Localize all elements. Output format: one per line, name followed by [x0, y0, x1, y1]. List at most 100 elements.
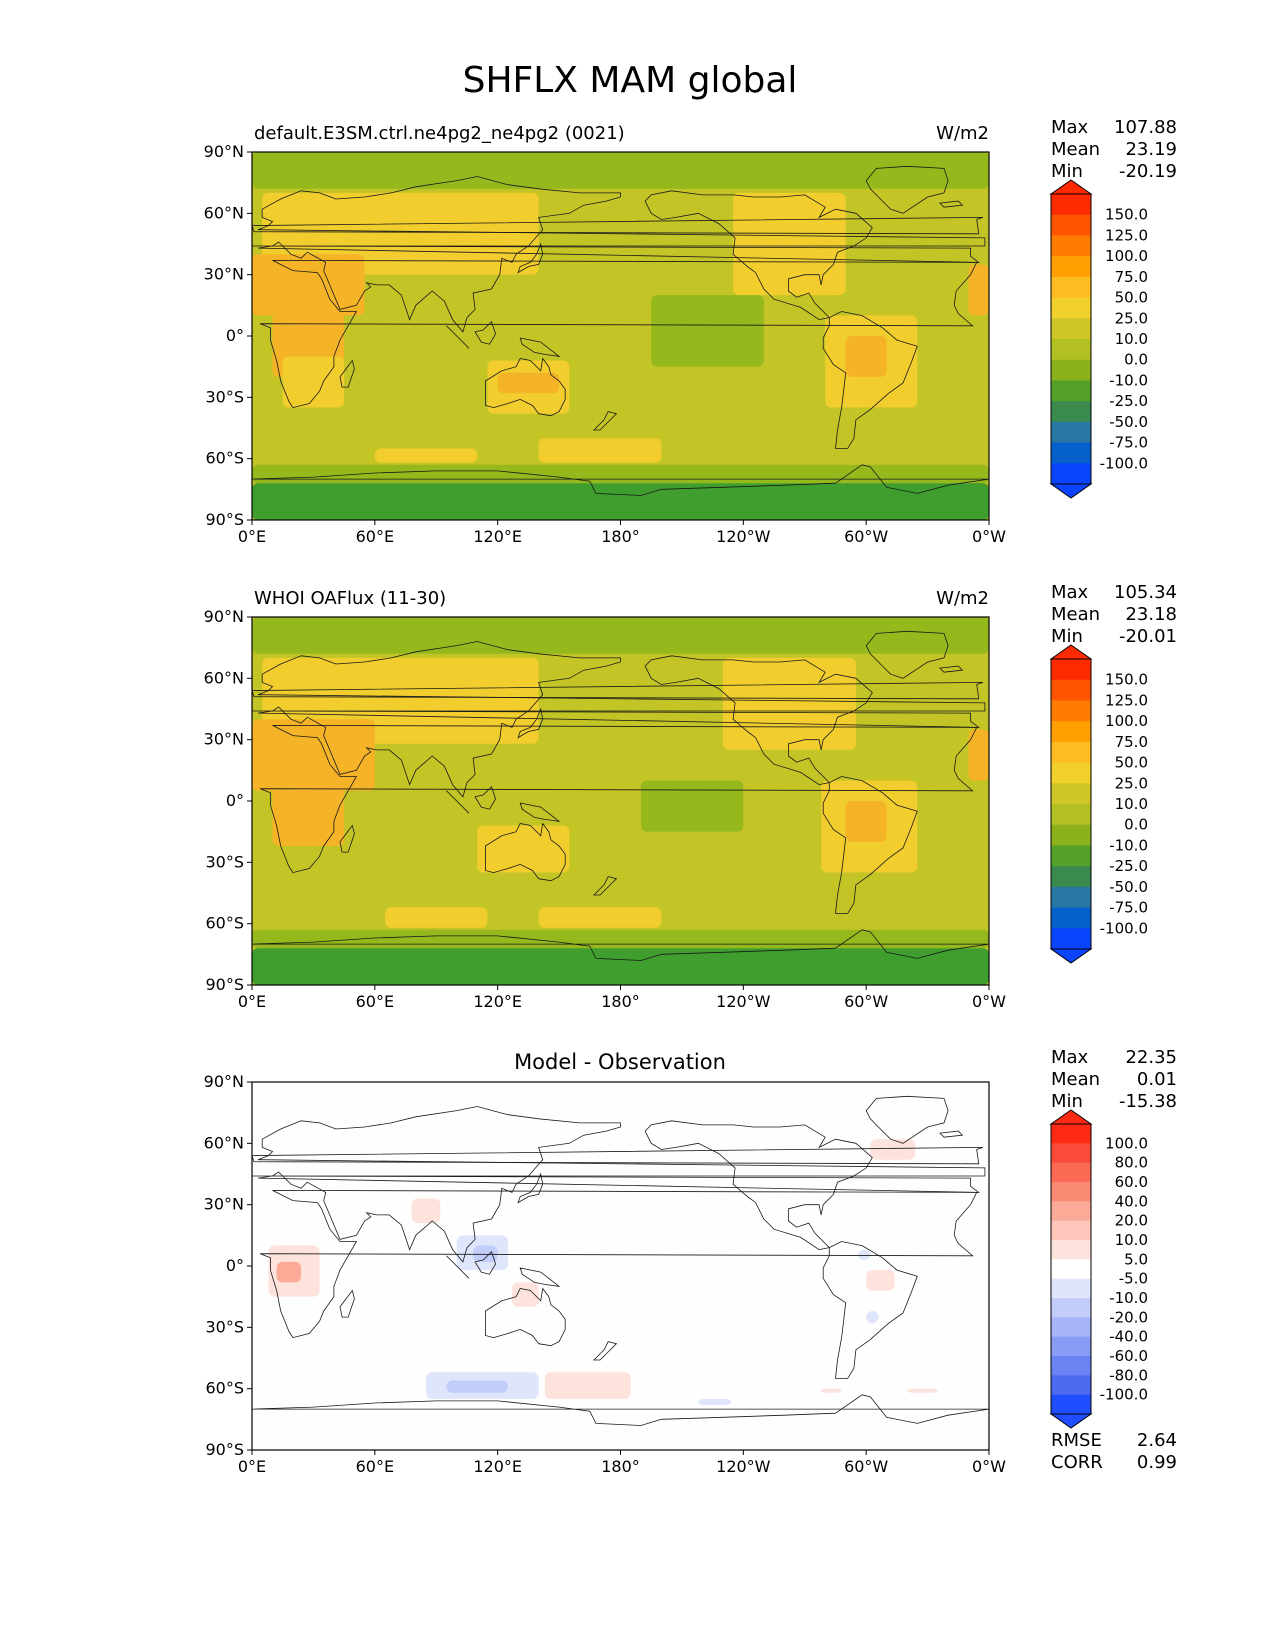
field-patch: [262, 192, 539, 275]
colorbar-swatch: [1051, 783, 1091, 805]
panel-title: Model - Observation: [514, 1050, 726, 1074]
colorbar-tick-label: -25.0: [1109, 392, 1148, 410]
field-patch: [845, 336, 887, 377]
error-stats: RMSE 2.64 CORR 0.99: [1051, 1430, 1177, 1473]
field-patch: [385, 907, 488, 928]
colorbar-tick-label: 100.0: [1105, 1134, 1148, 1152]
x-tick-label: 180°: [601, 1457, 640, 1476]
x-tick-label: 120°E: [473, 1457, 522, 1476]
y-axis: 90°N 60°N 30°N 0° 30°S 60°S 90°S: [204, 142, 252, 529]
y-tick-label: 90°S: [205, 975, 244, 994]
y-axis: 90°N 60°N 30°N 0° 30°S 60°S 90°S: [204, 607, 252, 994]
coastline-new_guinea: [519, 1267, 561, 1288]
coastline-borneo: [474, 1250, 497, 1275]
field-patch: [252, 948, 989, 985]
colorbar-tick-label: 150.0: [1105, 671, 1148, 689]
stats-block: Max 22.35 Mean 0.01 Min -15.38: [1051, 1047, 1177, 1112]
colorbar-swatch: [1051, 659, 1091, 681]
y-tick-label: 90°N: [204, 1072, 244, 1091]
y-tick-label: 90°S: [205, 510, 244, 529]
coastline-new_guinea: [519, 802, 561, 823]
y-tick-label: 90°N: [204, 142, 244, 161]
x-tick-label: 60°E: [356, 1457, 394, 1476]
x-tick-label: 0°W: [972, 1457, 1006, 1476]
coastline-borneo: [474, 320, 497, 345]
colorbar-swatch: [1051, 1201, 1091, 1222]
y-tick-label: 60°S: [205, 449, 244, 468]
coastline-madagascar: [339, 824, 355, 853]
colorbar-swatch: [1051, 824, 1091, 846]
panel-units: W/m2: [936, 588, 989, 609]
y-tick-label: 0°: [226, 791, 244, 810]
y-tick-label: 90°N: [204, 607, 244, 626]
colorbar-swatch: [1051, 339, 1091, 361]
colorbar-swatch: [1051, 401, 1091, 423]
colorbar: 150.0 125.0 100.0 75.0 50.0 25.0 10.0 0.0 -10.0 -…: [1049, 179, 1148, 499]
colorbar-swatch: [1051, 845, 1091, 867]
stat-mean-label: Mean: [1051, 1069, 1100, 1090]
colorbar-extend-top: [1049, 1109, 1093, 1125]
stat-mean-label: Mean: [1051, 139, 1100, 160]
coastline-antarctica: [252, 929, 989, 961]
stat-max-value: 107.88: [1114, 117, 1177, 138]
colorbar-extend-top: [1049, 179, 1093, 195]
field-patch: [497, 372, 560, 394]
y-tick-label: 0°: [226, 1256, 244, 1275]
field-patch: [857, 1249, 871, 1260]
field-patch: [698, 1398, 732, 1406]
coastline-uk: [252, 217, 984, 235]
colorbar-swatch: [1051, 928, 1091, 950]
stat-min-value: -15.38: [1119, 1091, 1177, 1112]
field-patch: [538, 907, 662, 928]
coastline-south_america: [822, 311, 918, 449]
y-tick-label: 30°N: [204, 730, 244, 749]
field-patch: [968, 729, 989, 781]
colorbar-swatch: [1051, 886, 1091, 909]
x-axis: 0°E 60°E 120°E 180° 120°W 60°W 0°W: [238, 520, 1006, 546]
x-tick-label: 0°E: [238, 527, 266, 546]
colorbar-swatch: [1051, 721, 1091, 743]
coastline-madagascar: [339, 1289, 355, 1318]
field-patch: [907, 1388, 938, 1393]
field-patch: [252, 617, 989, 654]
stat-max-label: Max: [1051, 582, 1089, 603]
colorbar-swatch: [1051, 442, 1091, 464]
colorbar-tick-label: 60.0: [1115, 1173, 1148, 1191]
stat-corr-label: CORR: [1051, 1452, 1103, 1473]
x-tick-label: 120°W: [716, 992, 771, 1011]
x-tick-label: 0°E: [238, 992, 266, 1011]
colorbar-tick-label: 25.0: [1115, 774, 1148, 792]
coastline-africa: [260, 725, 978, 874]
coastline-borneo: [474, 785, 497, 810]
colorbar-swatch: [1051, 762, 1091, 784]
coastline-eurasia-wrap: [0, 177, 248, 332]
colorbar-tick-label: -5.0: [1119, 1270, 1148, 1288]
field-patch: [477, 825, 570, 873]
coastline-australia: [484, 1287, 566, 1347]
coastline-australia: [484, 822, 566, 882]
coastline-japan: [517, 242, 544, 274]
coastline-greenland: [865, 165, 949, 214]
y-tick-label: 90°S: [205, 1440, 244, 1459]
colorbar-swatch: [1051, 1278, 1091, 1299]
coastline-eurasia-wrap: [0, 1107, 248, 1262]
y-tick-label: 30°N: [204, 265, 244, 284]
x-tick-label: 60°E: [356, 992, 394, 1011]
colorbar-swatch: [1051, 421, 1091, 444]
field-patch: [866, 1310, 879, 1324]
colorbar-tick-label: -25.0: [1109, 857, 1148, 875]
coastlines: [252, 630, 989, 961]
colorbar-tick-label: 10.0: [1115, 795, 1148, 813]
y-tick-label: 30°S: [205, 852, 244, 871]
colorbar-tick-label: 10.0: [1115, 330, 1148, 348]
colorbar-tick-label: 5.0: [1124, 1250, 1148, 1268]
stat-max-value: 105.34: [1114, 582, 1177, 603]
colorbar-tick-label: 50.0: [1115, 754, 1148, 772]
field-patch: [821, 1388, 842, 1393]
x-tick-label: 180°: [601, 527, 640, 546]
colorbar-tick-label: 125.0: [1105, 226, 1148, 244]
y-tick-label: 60°N: [204, 203, 244, 222]
colorbar-tick-label: -100.0: [1100, 919, 1148, 937]
colorbar-frame: [1050, 193, 1092, 485]
coastline-africa: [260, 259, 978, 409]
